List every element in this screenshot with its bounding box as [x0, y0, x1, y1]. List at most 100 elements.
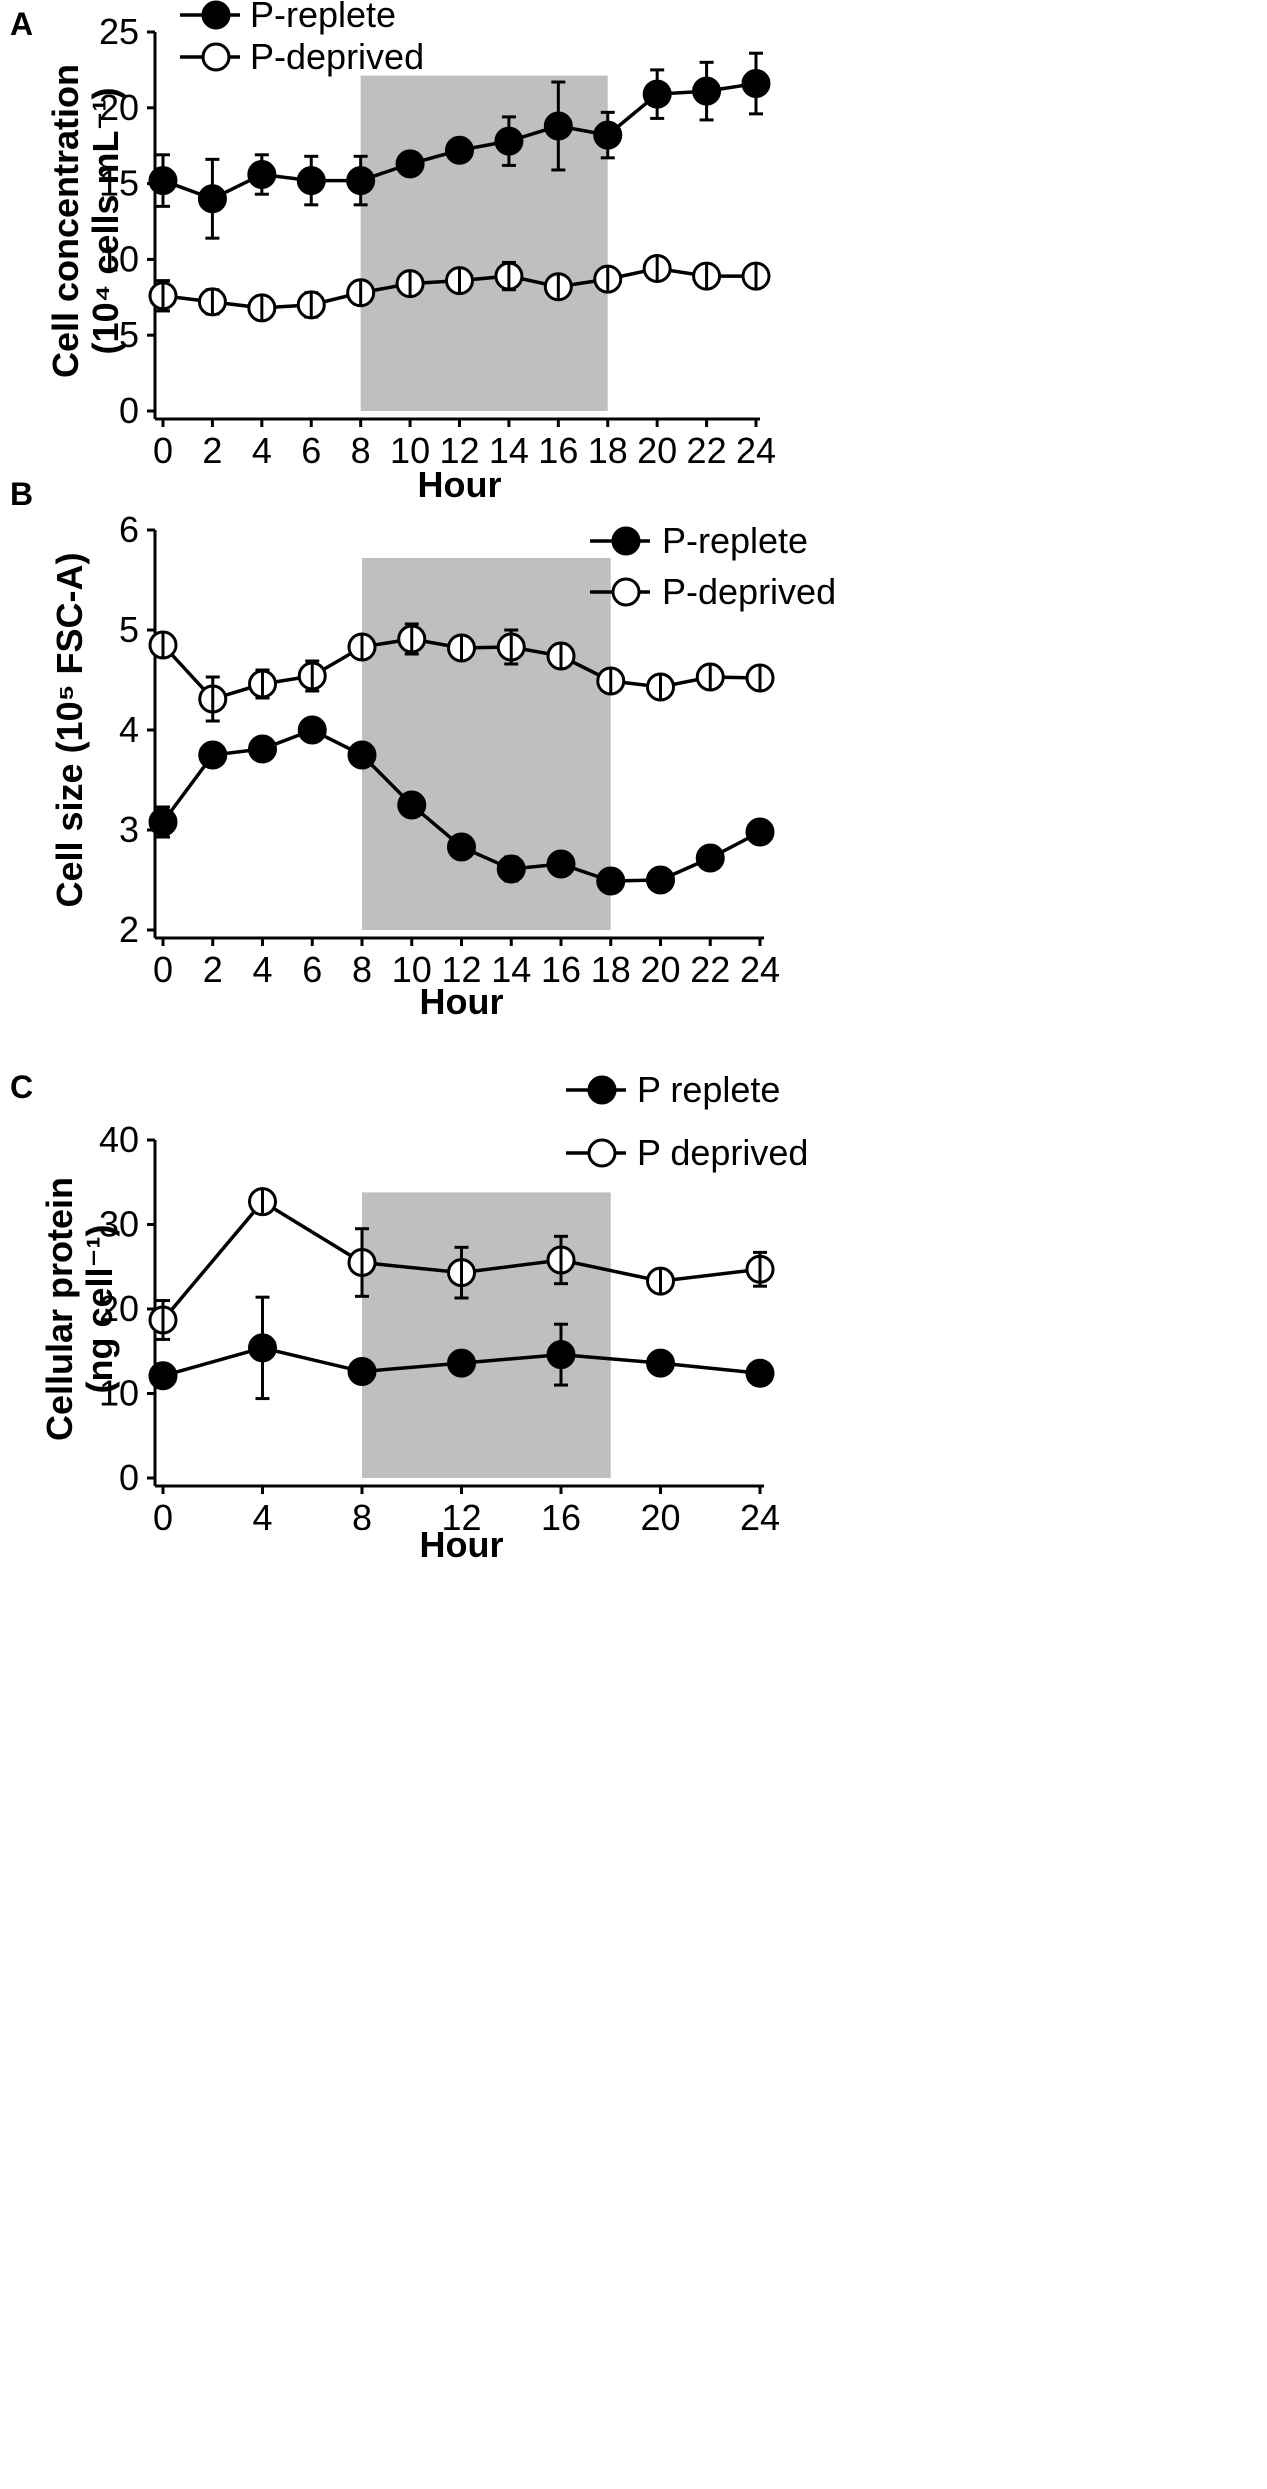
- y-tick-label: 30: [99, 1204, 139, 1245]
- y-tick-label: 10: [99, 1373, 139, 1414]
- x-tick-label: 12: [441, 1497, 481, 1538]
- data-point: [247, 160, 277, 190]
- dark-period-shading: [362, 1192, 611, 1478]
- data-point: [546, 1340, 576, 1370]
- legend-label: P-deprived: [662, 571, 836, 612]
- x-tick-label: 0: [153, 430, 173, 471]
- series-p-replete: [148, 1295, 775, 1401]
- y-axis-title: Cellular protein (ng cell⁻¹): [39, 1177, 120, 1441]
- x-tick-label: 20: [640, 949, 680, 990]
- data-point: [447, 832, 476, 862]
- legend-marker: [611, 577, 641, 607]
- data-point: [546, 849, 576, 879]
- x-tick-label: 20: [640, 1497, 680, 1538]
- y-axis-title: Cell size (10⁵ FSC-A): [49, 553, 90, 908]
- data-point: [248, 1333, 277, 1363]
- data-point: [346, 166, 376, 196]
- data-point: [593, 120, 623, 150]
- panel-letter: B: [10, 476, 33, 512]
- legend-marker: [201, 0, 231, 30]
- y-tick-label: 0: [119, 390, 139, 431]
- legend-item: P deprived: [566, 1132, 808, 1173]
- data-point: [445, 135, 474, 165]
- legend: P-replete P-deprived: [590, 520, 836, 612]
- x-tick-label: 2: [203, 949, 223, 990]
- x-tick-label: 22: [690, 949, 730, 990]
- legend-item: P replete: [566, 1069, 780, 1110]
- x-tick-label: 8: [352, 949, 372, 990]
- x-tick-label: 10: [390, 430, 430, 471]
- x-tick-label: 8: [352, 1497, 372, 1538]
- series-p-deprived: [148, 1187, 775, 1341]
- x-tick-label: 18: [591, 949, 631, 990]
- y-tick-label: 10: [99, 238, 139, 279]
- x-axis-title: Hour: [420, 1524, 504, 1565]
- data-point: [543, 111, 573, 141]
- panel-letter: A: [10, 6, 33, 42]
- x-tick-label: 4: [252, 430, 272, 471]
- x-tick-label: 4: [252, 1497, 272, 1538]
- y-tick-label: 2: [119, 909, 139, 950]
- y-tick-label: 6: [119, 509, 139, 550]
- x-tick-label: 14: [489, 430, 529, 471]
- legend-item: P-replete: [590, 520, 808, 561]
- legend-marker: [201, 42, 231, 72]
- legend-item: P-replete: [180, 0, 396, 35]
- x-axis-title: Hour: [420, 981, 504, 1022]
- data-point: [248, 734, 277, 764]
- data-point: [692, 76, 722, 106]
- x-tick-label: 24: [736, 430, 776, 471]
- data-point: [148, 166, 178, 196]
- data-point: [741, 69, 771, 99]
- x-axis-title: Hour: [418, 464, 502, 505]
- data-point: [695, 843, 725, 873]
- data-point: [347, 1357, 377, 1387]
- data-point: [395, 149, 425, 179]
- legend-label: P replete: [637, 1069, 780, 1110]
- panel-letter: C: [10, 1069, 33, 1105]
- y-axis-title: Cell concentration (10⁴ cells mL⁻¹): [45, 64, 126, 378]
- data-point: [745, 1358, 775, 1388]
- y-tick-label: 3: [119, 809, 139, 850]
- data-point: [297, 715, 327, 745]
- x-tick-label: 6: [302, 949, 322, 990]
- y-tick-label: 20: [99, 87, 139, 128]
- y-tick-label: 0: [119, 1457, 139, 1498]
- data-point: [642, 79, 672, 109]
- y-tick-label: 20: [99, 1288, 139, 1329]
- x-tick-label: 18: [588, 430, 628, 471]
- y-tick-label: 4: [119, 709, 139, 750]
- legend-marker: [611, 526, 641, 556]
- x-tick-label: 24: [740, 1497, 780, 1538]
- x-tick-label: 0: [153, 1497, 173, 1538]
- x-tick-label: 2: [202, 430, 222, 471]
- legend-marker: [587, 1138, 617, 1168]
- data-point: [347, 740, 377, 770]
- data-point: [197, 184, 227, 214]
- data-point: [397, 790, 427, 820]
- legend-item: P-deprived: [590, 571, 836, 612]
- y-axis-title-line: Cell size (10⁵ FSC-A): [49, 553, 90, 908]
- data-point: [494, 126, 524, 156]
- dark-period-shading: [362, 558, 611, 930]
- legend-marker: [587, 1075, 617, 1105]
- x-tick-label: 6: [301, 430, 321, 471]
- data-point: [745, 817, 775, 847]
- x-tick-label: 12: [441, 949, 481, 990]
- x-tick-label: 22: [687, 430, 727, 471]
- legend-label: P-replete: [662, 520, 808, 561]
- x-tick-label: 20: [637, 430, 677, 471]
- x-tick-label: 12: [439, 430, 479, 471]
- data-point: [148, 807, 178, 837]
- x-tick-label: 16: [541, 949, 581, 990]
- x-tick-label: 16: [541, 1497, 581, 1538]
- data-point: [447, 1348, 476, 1378]
- data-point: [296, 166, 326, 196]
- data-point: [646, 1348, 675, 1378]
- legend-label: P-deprived: [250, 36, 424, 77]
- y-axis-title-line: Cellular protein: [39, 1177, 80, 1441]
- data-point: [198, 740, 228, 770]
- x-tick-label: 14: [491, 949, 531, 990]
